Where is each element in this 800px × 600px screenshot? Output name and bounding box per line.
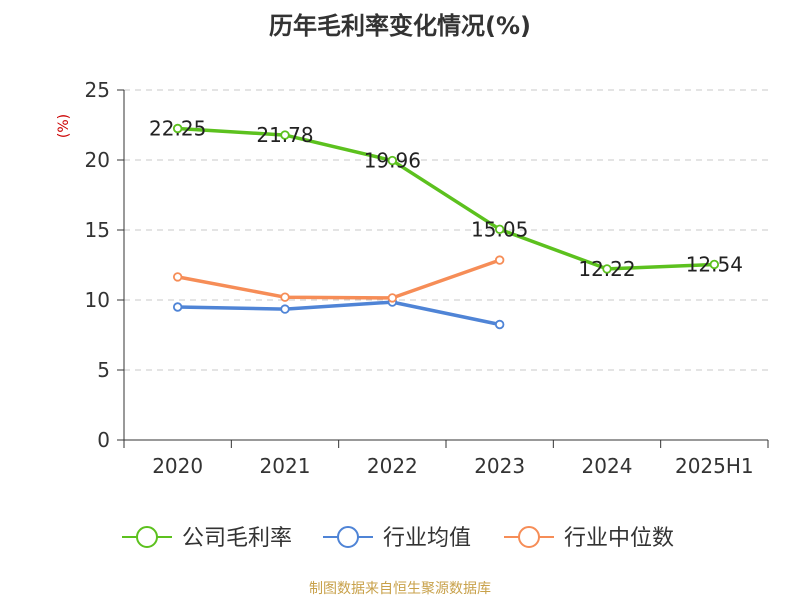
data-label: 12.22 [578, 257, 635, 281]
x-tick-label: 2023 [474, 454, 525, 478]
data-point [280, 130, 290, 140]
data-point [280, 292, 290, 302]
data-label: 15.05 [471, 217, 528, 241]
data-point [172, 272, 183, 282]
legend-swatch-marker [136, 526, 158, 548]
data-point [494, 224, 505, 234]
y-tick-label: 0 [97, 428, 110, 452]
y-tick-label: 20 [85, 148, 110, 172]
data-point [709, 259, 720, 270]
data-point [602, 264, 612, 274]
y-tick-label: 5 [97, 358, 110, 382]
x-tick-label: 2022 [367, 454, 418, 478]
data-point [172, 302, 183, 312]
data-point [387, 155, 398, 166]
legend-label: 公司毛利率 [182, 526, 292, 551]
x-tick-label: 2025H1 [675, 454, 754, 478]
x-tick-label: 2024 [582, 454, 633, 478]
legend-label: 行业中位数 [564, 526, 674, 551]
data-point [280, 304, 290, 314]
data-point [387, 293, 398, 303]
data-point [172, 123, 183, 134]
legend-swatch-marker [518, 526, 540, 548]
y-tick-label: 25 [85, 78, 110, 102]
y-tick-label: 10 [85, 288, 110, 312]
y-tick-label: 15 [85, 218, 110, 242]
source-note: 制图数据来自恒生聚源数据库 [309, 581, 491, 597]
x-tick-label: 2021 [260, 454, 311, 478]
data-label: 19.96 [364, 149, 421, 173]
data-label: 22.25 [149, 117, 206, 141]
legend-swatch-marker [337, 526, 359, 548]
data-label: 12.54 [686, 252, 743, 276]
legend-label: 行业均值 [383, 526, 471, 551]
series-line [175, 126, 717, 271]
x-tick-label: 2020 [152, 454, 203, 478]
data-point [494, 319, 505, 330]
series-line [175, 300, 502, 327]
y-axis-unit: (%) [56, 114, 72, 138]
data-label: 21.78 [256, 123, 313, 147]
series-line [175, 258, 502, 300]
data-point [494, 255, 505, 265]
chart-title: 历年毛利率变化情况(%) [269, 12, 531, 40]
